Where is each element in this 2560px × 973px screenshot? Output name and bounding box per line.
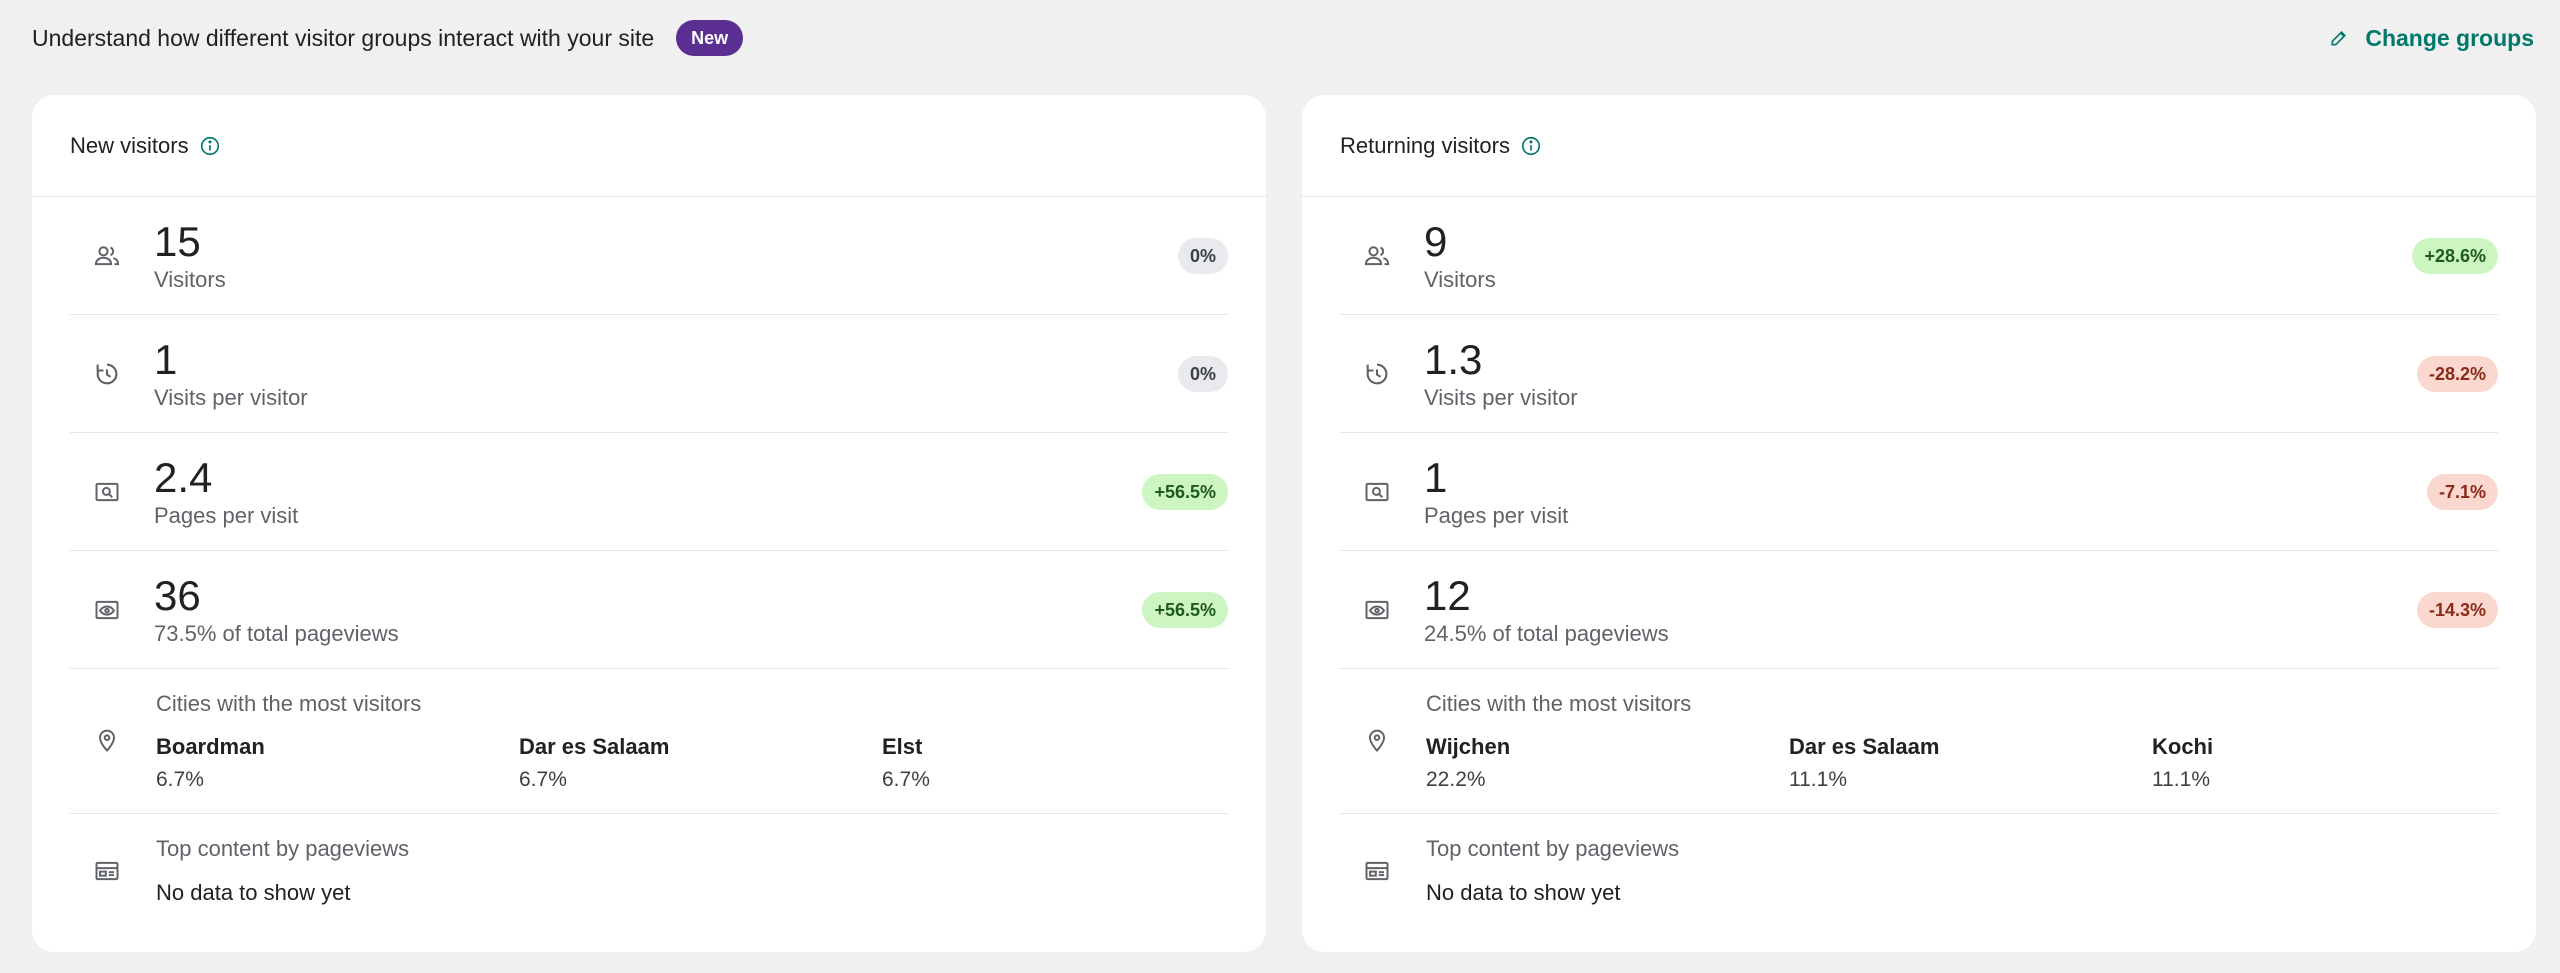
change-groups-label: Change groups (2365, 24, 2534, 51)
info-icon[interactable] (199, 135, 221, 157)
city-name: Dar es Salaam (519, 734, 670, 759)
city-item: Wijchen 22.2% (1426, 734, 1510, 792)
change-badge: -14.3% (2416, 591, 2498, 628)
card-title: Returning visitors (1340, 132, 1510, 158)
history-icon (92, 359, 122, 389)
top-cities: Cities with the most visitors Boardman 6… (70, 669, 1228, 814)
city-name: Elst (882, 734, 923, 759)
metric-row-pages-per-visit: 2.4 Pages per visit +56.5% (70, 433, 1228, 551)
change-groups-button[interactable]: Change groups (2329, 25, 2534, 52)
city-percentage: 6.7% (882, 768, 930, 791)
change-badge: -7.1% (2426, 473, 2498, 510)
city-name: Wijchen (1426, 734, 1511, 759)
city-percentage: 11.1% (1789, 768, 1847, 791)
change-badge: -28.2% (2416, 355, 2498, 392)
change-badge: +56.5% (1142, 591, 1228, 628)
city-item: Kochi 11.1% (2152, 734, 2213, 792)
new-visitors-card: New visitors 15 Visitors 0% (32, 95, 1266, 952)
metric-row-pageviews: 36 73.5% of total pageviews +56.5% (70, 551, 1228, 669)
metric-label: Pages per visit (154, 502, 299, 528)
card-header: Returning visitors (1302, 95, 2536, 197)
card-header: New visitors (32, 95, 1266, 197)
change-badge: 0% (1177, 355, 1228, 392)
city-item: Dar es Salaam 6.7% (519, 734, 669, 792)
cities-title: Cities with the most visitors (1426, 691, 1692, 716)
metric-row-visitors: 15 Visitors 0% (70, 197, 1228, 315)
new-badge: New (676, 20, 744, 56)
returning-visitors-card: Returning visitors 9 Visitors +28.6% (1302, 95, 2536, 952)
location-pin-icon (1362, 725, 1392, 755)
metric-row-pages-per-visit: 1 Pages per visit -7.1% (1340, 433, 2498, 551)
history-icon (1362, 359, 1392, 389)
card-title: New visitors (70, 132, 189, 158)
empty-state: No data to show yet (156, 880, 351, 905)
page-subtitle: Understand how different visitor groups … (32, 24, 655, 51)
change-badge: +56.5% (1142, 473, 1228, 510)
empty-state: No data to show yet (1426, 880, 1621, 905)
eye-icon (1362, 595, 1392, 625)
content-title: Top content by pageviews (1426, 836, 1680, 861)
metric-value: 1 (1424, 453, 1448, 501)
metric-row-visits-per-visitor: 1 Visits per visitor 0% (70, 315, 1228, 433)
info-icon[interactable] (1520, 135, 1542, 157)
content-icon (92, 856, 122, 886)
top-content: Top content by pageviews No data to show… (70, 814, 1228, 944)
city-percentage: 22.2% (1426, 768, 1486, 791)
city-item: Dar es Salaam 11.1% (1789, 734, 1939, 792)
metric-label: Visitors (154, 266, 226, 292)
city-percentage: 6.7% (519, 768, 567, 791)
eye-icon (92, 595, 122, 625)
top-cities: Cities with the most visitors Wijchen 22… (1340, 669, 2498, 814)
page-search-icon (1362, 477, 1392, 507)
metric-value: 2.4 (154, 453, 213, 501)
content-icon (1362, 856, 1392, 886)
city-name: Boardman (156, 734, 265, 759)
metric-label: 24.5% of total pageviews (1424, 620, 1669, 646)
metric-value: 9 (1424, 217, 1448, 265)
location-pin-icon (92, 725, 122, 755)
city-name: Dar es Salaam (1789, 734, 1940, 759)
metric-value: 36 (154, 571, 201, 619)
people-icon (92, 241, 122, 271)
change-badge: +28.6% (2412, 237, 2498, 274)
metric-value: 1.3 (1424, 335, 1483, 383)
metric-label: Pages per visit (1424, 502, 1569, 528)
change-badge: 0% (1177, 237, 1228, 274)
page-search-icon (92, 477, 122, 507)
city-percentage: 11.1% (2152, 768, 2210, 791)
city-item: Boardman 6.7% (156, 734, 265, 792)
city-item: Elst 6.7% (882, 734, 930, 792)
metric-row-visits-per-visitor: 1.3 Visits per visitor -28.2% (1340, 315, 2498, 433)
metric-value: 12 (1424, 571, 1471, 619)
people-icon (1362, 241, 1392, 271)
city-name: Kochi (2152, 734, 2214, 759)
metric-label: Visitors (1424, 266, 1496, 292)
metric-row-pageviews: 12 24.5% of total pageviews -14.3% (1340, 551, 2498, 669)
metric-row-visitors: 9 Visitors +28.6% (1340, 197, 2498, 315)
metric-value: 1 (154, 335, 178, 383)
top-content: Top content by pageviews No data to show… (1340, 814, 2498, 944)
pencil-icon (2331, 30, 2347, 46)
metric-label: Visits per visitor (1424, 384, 1578, 410)
city-percentage: 6.7% (156, 768, 204, 791)
cities-title: Cities with the most visitors (156, 691, 422, 716)
visitor-groups: New visitors 15 Visitors 0% (32, 95, 2536, 952)
metric-label: 73.5% of total pageviews (154, 620, 399, 646)
top-bar: Understand how different visitor groups … (32, 18, 2534, 58)
content-title: Top content by pageviews (156, 836, 410, 861)
metric-value: 15 (154, 217, 201, 265)
metric-label: Visits per visitor (154, 384, 308, 410)
